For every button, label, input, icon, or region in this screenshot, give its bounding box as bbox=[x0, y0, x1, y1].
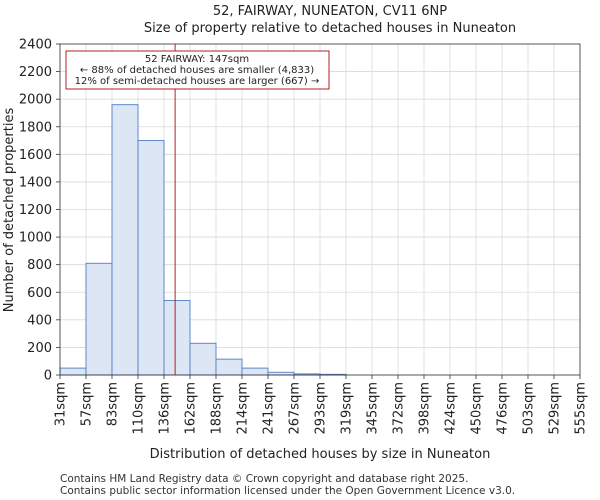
histogram-bar bbox=[137, 140, 165, 376]
annotation-box: 52 FAIRWAY: 147sqm ← 88% of detached hou… bbox=[65, 50, 330, 90]
histogram-bar bbox=[267, 371, 295, 376]
annotation-frame bbox=[65, 50, 330, 90]
x-tick-label: 398sqm bbox=[418, 382, 433, 435]
histogram-bar bbox=[189, 342, 217, 376]
histogram-bar bbox=[59, 367, 87, 376]
x-tick-label: 529sqm bbox=[548, 382, 563, 435]
annotation-line-3: 12% of semi-detached houses are larger (… bbox=[75, 76, 320, 87]
x-tick-label: 450sqm bbox=[470, 382, 485, 435]
chart-title: 52, FAIRWAY, NUNEATON, CV11 6NP bbox=[213, 4, 447, 19]
histogram-bar bbox=[163, 300, 191, 376]
y-tick-label: 2400 bbox=[19, 38, 52, 53]
y-tick-label: 200 bbox=[27, 341, 52, 356]
y-tick-label: 1000 bbox=[19, 231, 52, 246]
x-tick-label: 293sqm bbox=[314, 382, 329, 435]
y-tick-label: 800 bbox=[27, 258, 52, 273]
x-tick-label: 214sqm bbox=[236, 382, 251, 435]
annotation-line-2: ← 88% of detached houses are smaller (4,… bbox=[80, 65, 314, 76]
annotation-line-1: 52 FAIRWAY: 147sqm bbox=[145, 54, 249, 65]
gridlines bbox=[59, 43, 581, 376]
histogram-bar bbox=[241, 367, 269, 376]
chart-subtitle: Size of property relative to detached ho… bbox=[144, 21, 516, 36]
bars bbox=[59, 104, 347, 376]
y-tick-label: 400 bbox=[27, 313, 52, 328]
x-tick-label: 555sqm bbox=[574, 382, 589, 435]
x-tick-label: 31sqm bbox=[54, 382, 69, 426]
y-tick-label: 2200 bbox=[19, 65, 52, 80]
footer-line-1: Contains HM Land Registry data © Crown c… bbox=[60, 473, 468, 485]
x-axis-ticks: 31sqm 57sqm 83sqm 110sqm 136sqm 162sqm 188sqm 2… bbox=[54, 375, 589, 435]
x-axis-label: Distribution of detached houses by size … bbox=[150, 447, 491, 462]
x-tick-label: 345sqm bbox=[366, 382, 381, 435]
x-tick-label: 57sqm bbox=[80, 382, 95, 426]
footer-line-2: Contains public sector information licen… bbox=[60, 485, 515, 497]
x-tick-label: 188sqm bbox=[210, 382, 225, 435]
x-tick-label: 241sqm bbox=[262, 382, 277, 435]
histogram-bar bbox=[85, 262, 113, 376]
y-tick-label: 2000 bbox=[19, 93, 52, 108]
x-tick-label: 319sqm bbox=[340, 382, 355, 435]
y-tick-label: 600 bbox=[27, 286, 52, 301]
x-tick-label: 424sqm bbox=[444, 382, 459, 435]
x-tick-label: 503sqm bbox=[522, 382, 537, 435]
y-tick-label: 1800 bbox=[19, 120, 52, 135]
x-tick-label: 476sqm bbox=[496, 382, 511, 435]
histogram-bar bbox=[111, 104, 139, 376]
y-axis-ticks: 0 200 400 600 800 1000 1200 1400 1600 1800 2000 220… bbox=[19, 38, 60, 384]
x-tick-label: 83sqm bbox=[106, 382, 121, 426]
x-tick-label: 267sqm bbox=[288, 382, 303, 435]
x-tick-label: 136sqm bbox=[158, 382, 173, 435]
x-tick-label: 162sqm bbox=[184, 382, 199, 435]
y-tick-label: 1200 bbox=[19, 203, 52, 218]
y-tick-label: 0 bbox=[44, 369, 52, 384]
y-tick-label: 1400 bbox=[19, 175, 52, 190]
x-tick-label: 110sqm bbox=[132, 382, 147, 435]
y-axis-label: Number of detached properties bbox=[2, 108, 17, 313]
y-tick-label: 1600 bbox=[19, 148, 52, 163]
x-tick-label: 372sqm bbox=[392, 382, 407, 435]
histogram-bar bbox=[215, 358, 243, 376]
